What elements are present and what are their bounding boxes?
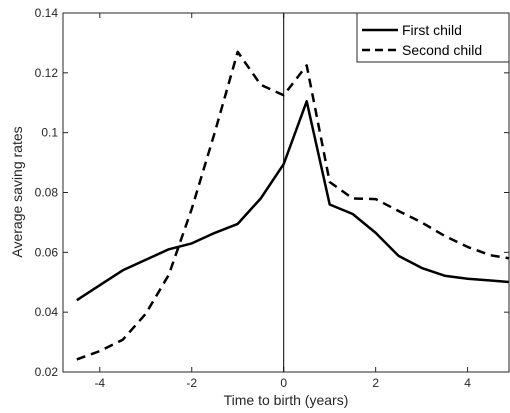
series-line-second-child	[76, 50, 510, 361]
series-layer	[76, 50, 510, 361]
y-axis-label: Average saving rates	[9, 126, 25, 257]
x-tick-label: -2	[186, 376, 197, 390]
axis-tick-labels: -4 -2 0 2 4 0.02 0.04 0.06 0.08 0.1 0.12 0.14	[35, 6, 472, 390]
x-tick-label: 2	[372, 376, 379, 390]
x-tick-label: 0	[280, 376, 287, 390]
plot-area	[63, 13, 509, 372]
legend-label-second-child: Second child	[402, 42, 482, 58]
plot-frame	[62, 12, 510, 373]
legend: First child Second child	[356, 12, 510, 63]
x-tick-label: 4	[464, 376, 471, 390]
y-tick-label: 0.14	[35, 6, 59, 20]
y-tick-label: 0.1	[41, 126, 58, 140]
y-tick-label: 0.06	[35, 245, 59, 259]
x-axis-label: Time to birth (years)	[224, 392, 349, 408]
plot-background	[63, 13, 509, 372]
legend-label-first-child: First child	[402, 22, 462, 38]
x-tick-label: -4	[94, 376, 105, 390]
series-line-first-child	[76, 100, 510, 302]
y-tick-label: 0.02	[35, 365, 59, 379]
legend-box	[356, 12, 510, 63]
y-tick-label: 0.12	[35, 66, 59, 80]
y-tick-label: 0.04	[35, 305, 59, 319]
y-tick-label: 0.08	[35, 186, 59, 200]
